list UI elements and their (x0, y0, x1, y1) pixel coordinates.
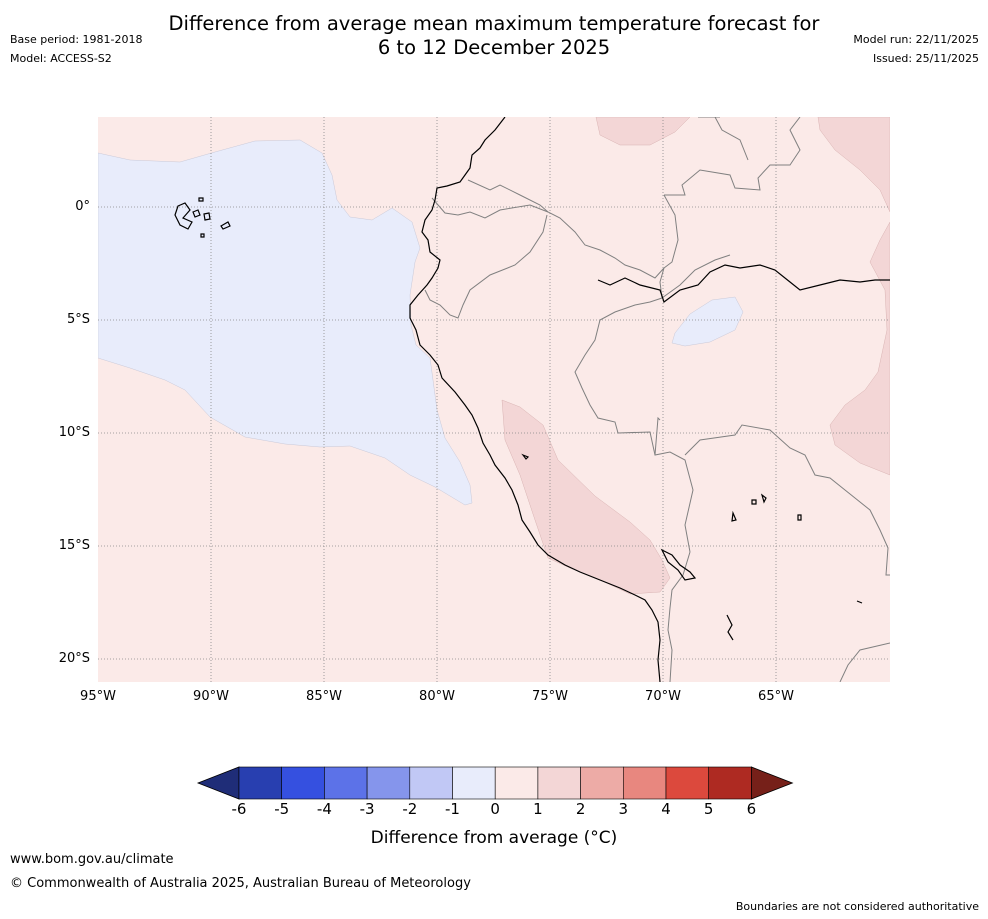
colorbar-extend-high (751, 766, 794, 800)
cool-anomaly-ocean-region (98, 139, 473, 506)
warm-anomaly-east-region (817, 117, 890, 476)
cool-anomaly-amazon-patch (671, 296, 744, 347)
colorbar-title: Difference from average (°C) (370, 828, 618, 848)
colorbar-segment (665, 766, 710, 800)
model-name: Model: ACCESS-S2 (10, 52, 112, 65)
country-borders (424, 117, 890, 682)
lon-label-65w: 65°W (758, 689, 794, 704)
title-line-1: Difference from average mean maximum tem… (168, 12, 820, 35)
colorbar-tick-label: 2 (575, 800, 586, 818)
lon-label-70w: 70°W (645, 689, 681, 704)
colorbar-segment (708, 766, 752, 800)
colorbar-tick-label: 4 (661, 800, 671, 818)
colorbar-tick-label: 5 (703, 800, 714, 818)
lat-label-10s: 10°S (58, 425, 90, 440)
colorbar-segment (452, 766, 496, 800)
lon-label-90w: 90°W (193, 689, 229, 704)
title-line-2: 6 to 12 December 2025 (377, 36, 611, 59)
lat-label-0: 0° (75, 199, 90, 214)
colorbar-extend-low (196, 766, 240, 800)
colorbar-tick-label: 3 (618, 800, 629, 818)
colorbar-tick-label: -1 (445, 800, 460, 818)
colorbar-segment (580, 766, 624, 800)
colorbar-tick-label: 1 (533, 800, 543, 818)
colorbar-segment (494, 766, 539, 800)
colorbar-segment (537, 766, 581, 800)
colorbar-segment (409, 766, 453, 800)
footer-disclaimer: Boundaries are not considered authoritat… (735, 900, 979, 913)
colorbar-segment (238, 766, 283, 800)
colorbar-segment (622, 766, 667, 800)
footer-copyright: © Commonwealth of Australia 2025, Austra… (10, 876, 471, 891)
colorbar-tick-label: -4 (316, 800, 332, 818)
footer-url[interactable]: www.bom.gov.au/climate (10, 852, 174, 867)
lat-label-20s: 20°S (58, 651, 90, 666)
colorbar-tick-label: -2 (402, 800, 418, 818)
lat-label-5s: 5°S (66, 312, 90, 327)
colorbar-tick-label: -6 (231, 800, 247, 818)
base-period: Base period: 1981-2018 (10, 33, 143, 46)
page-title: Difference from average mean maximum tem… (0, 12, 988, 60)
colorbar-tick-label: -3 (359, 800, 375, 818)
lon-label-85w: 85°W (306, 689, 342, 704)
colorbar-segment (281, 766, 325, 800)
lon-label-75w: 75°W (532, 689, 568, 704)
colorbar-segment (366, 766, 411, 800)
colorbar-segment (324, 766, 368, 800)
lon-label-95w: 95°W (80, 689, 116, 704)
lat-label-15s: 15°S (58, 538, 90, 553)
warm-anomaly-north-region (595, 117, 691, 146)
colorbar-tick-label: -5 (274, 800, 290, 818)
lon-label-80w: 80°W (419, 689, 455, 704)
colorbar-tick-label: 0 (490, 800, 500, 818)
colorbar-tick-label: 6 (746, 800, 757, 818)
coastlines (174, 117, 890, 682)
graticule (98, 117, 890, 682)
warm-anomaly-andes-region (501, 399, 671, 595)
issued-date: Issued: 25/11/2025 (872, 52, 979, 65)
model-run: Model run: 22/11/2025 (853, 33, 979, 46)
